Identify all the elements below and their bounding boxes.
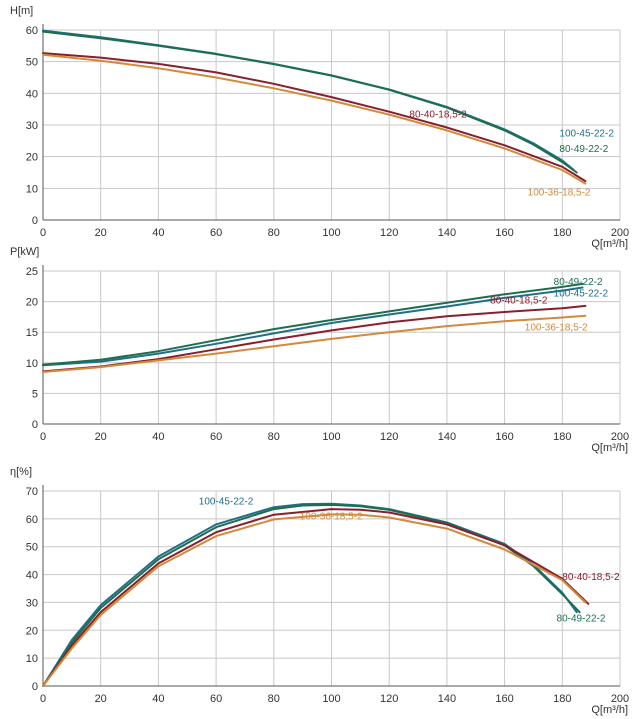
x-axis-label: Q[m³/h] <box>591 704 628 716</box>
x-tick-label: 100 <box>322 693 340 705</box>
y-tick-label: 0 <box>32 419 38 431</box>
x-tick-label: 20 <box>95 693 107 705</box>
series-label: 100-36-18,5-2 <box>525 322 588 333</box>
x-tick-label: 160 <box>495 693 513 705</box>
series-label: 80-49-22-2 <box>554 277 603 288</box>
x-tick-label: 80 <box>268 227 280 239</box>
y-tick-label: 70 <box>26 486 38 498</box>
x-axis-label: Q[m³/h] <box>591 238 628 250</box>
x-tick-label: 40 <box>152 227 164 239</box>
series-line-100-36-18,5-2 <box>42 314 587 373</box>
y-tick-label: 50 <box>26 57 38 69</box>
y-axis-label: P[kW] <box>10 246 39 258</box>
x-tick-label: 140 <box>438 431 456 443</box>
x-tick-label: 200 <box>611 431 629 443</box>
y-tick-label: 25 <box>26 266 38 278</box>
x-tick-label: 0 <box>40 431 46 443</box>
series-label: 80-40-18,5-2 <box>490 295 548 306</box>
x-tick-label: 160 <box>495 227 513 239</box>
series-label: 100-36-18,5-2 <box>300 511 363 522</box>
y-tick-label: 0 <box>32 681 38 693</box>
series-line-80-40-18,5-2 <box>42 508 590 687</box>
x-tick-label: 80 <box>268 693 280 705</box>
series-label: 100-45-22-2 <box>559 129 614 140</box>
series-line-100-45-22-2 <box>42 286 584 367</box>
x-tick-label: 80 <box>268 431 280 443</box>
y-tick-label: 10 <box>26 183 38 195</box>
y-tick-label: 50 <box>26 542 38 554</box>
x-tick-label: 140 <box>438 693 456 705</box>
y-tick-label: 20 <box>26 625 38 637</box>
x-tick-label: 40 <box>152 431 164 443</box>
series-label: 100-45-22-2 <box>199 497 254 508</box>
x-tick-label: 160 <box>495 431 513 443</box>
series-line-80-40-18,5-2 <box>42 52 587 183</box>
series-label: 100-36-18,5-2 <box>528 188 591 199</box>
y-tick-label: 30 <box>26 120 38 132</box>
y-tick-label: 30 <box>26 597 38 609</box>
series-line-100-45-22-2 <box>42 502 578 687</box>
x-tick-label: 0 <box>40 693 46 705</box>
x-tick-label: 20 <box>95 431 107 443</box>
series-line-80-40-18,5-2 <box>42 304 587 373</box>
x-tick-label: 120 <box>380 227 398 239</box>
x-tick-label: 60 <box>210 227 222 239</box>
efficiency-chart: 0 20 40 60 80 100 120 140 160 180 200 0 10 20 30 40 50 60… <box>10 466 629 716</box>
series-line-100-36-18,5-2 <box>42 53 587 185</box>
series-line-100-45-22-2 <box>42 29 575 171</box>
y-axis-label: H[m] <box>10 5 33 17</box>
y-tick-label: 10 <box>26 358 38 370</box>
power-chart: 0 20 40 60 80 100 120 140 160 180 200 0 5 10 15 20 25 P[k… <box>10 246 629 454</box>
x-tick-label: 180 <box>553 227 571 239</box>
y-tick-label: 20 <box>26 152 38 164</box>
y-tick-label: 40 <box>26 88 38 100</box>
y-tick-label: 5 <box>32 388 38 400</box>
x-tick-label: 200 <box>611 693 629 705</box>
x-tick-label: 0 <box>40 227 46 239</box>
y-tick-label: 40 <box>26 570 38 582</box>
x-tick-label: 120 <box>380 431 398 443</box>
series-line-100-36-18,5-2 <box>42 513 587 687</box>
y-tick-label: 10 <box>26 653 38 665</box>
series-label: 80-40-18,5-2 <box>562 572 620 583</box>
head-chart: 0 20 40 60 80 100 120 140 160 180 200 0 10 20 30 40 50 60… <box>10 5 629 250</box>
y-tick-label: 15 <box>26 327 38 339</box>
x-tick-label: 40 <box>152 693 164 705</box>
series-line-80-49-22-2 <box>42 282 584 366</box>
series-label: 80-49-22-2 <box>559 144 608 155</box>
x-tick-label: 20 <box>95 227 107 239</box>
x-axis-label: Q[m³/h] <box>591 442 628 454</box>
y-axis-label: η[%] <box>10 466 32 478</box>
series-label: 80-40-18,5-2 <box>409 110 467 121</box>
y-tick-label: 20 <box>26 297 38 309</box>
y-tick-label: 60 <box>26 514 38 526</box>
series-line-80-49-22-2 <box>42 30 578 174</box>
y-tick-label: 60 <box>26 25 38 37</box>
x-tick-label: 100 <box>322 431 340 443</box>
x-tick-label: 180 <box>553 693 571 705</box>
x-tick-label: 60 <box>210 431 222 443</box>
x-tick-label: 140 <box>438 227 456 239</box>
x-tick-label: 60 <box>210 693 222 705</box>
y-tick-label: 0 <box>32 215 38 227</box>
x-tick-label: 120 <box>380 693 398 705</box>
x-tick-label: 180 <box>553 431 571 443</box>
series-label: 80-49-22-2 <box>557 614 606 625</box>
x-tick-label: 200 <box>611 227 629 239</box>
x-tick-label: 100 <box>322 227 340 239</box>
series-label: 100-45-22-2 <box>554 289 609 300</box>
